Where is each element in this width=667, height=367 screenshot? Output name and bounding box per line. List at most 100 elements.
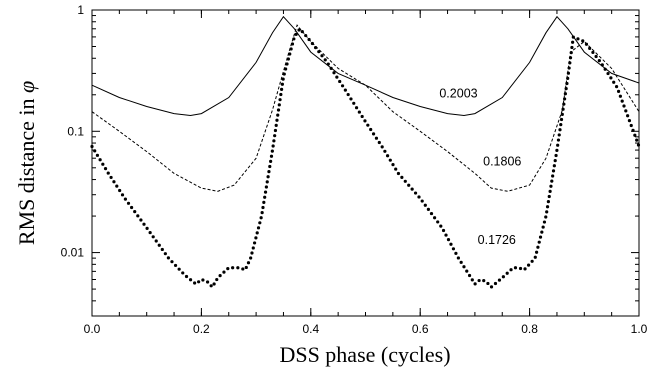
data-point [597, 59, 601, 63]
data-point [570, 45, 574, 50]
data-point [620, 99, 624, 103]
data-point [536, 245, 540, 249]
data-point [118, 188, 122, 193]
data-point [205, 280, 210, 284]
data-point [436, 220, 440, 224]
data-point [256, 226, 261, 230]
y-tick-label: 0.01 [61, 246, 85, 260]
data-point [201, 278, 205, 282]
data-point [383, 149, 387, 153]
data-point [629, 123, 633, 128]
data-point [285, 62, 289, 66]
data-point [558, 128, 562, 132]
series-0.1726 [90, 28, 641, 289]
data-point [120, 193, 125, 197]
data-point [603, 67, 607, 71]
data-point [513, 266, 518, 270]
x-tick-label: 0.8 [521, 322, 538, 336]
data-point [261, 205, 265, 210]
data-point [354, 106, 359, 110]
y-axis-label-symbol: φ [14, 81, 39, 93]
data-point [226, 267, 230, 271]
data-point [340, 84, 345, 88]
data-point [244, 265, 248, 270]
data-point [497, 278, 502, 282]
data-point [130, 205, 134, 210]
data-point [259, 216, 263, 220]
data-point [417, 195, 421, 199]
y-axis-label: RMS distance in φ [14, 81, 39, 245]
data-point [594, 54, 598, 59]
data-point [366, 123, 370, 127]
data-point [273, 128, 278, 133]
data-point [310, 41, 314, 46]
plot-frame [91, 9, 640, 317]
data-point [197, 280, 201, 284]
y-tick-label: 1 [77, 3, 84, 17]
data-point [273, 134, 277, 138]
data-point [209, 284, 213, 288]
data-point [400, 175, 404, 179]
data-point [332, 71, 336, 75]
data-point [106, 171, 110, 175]
data-point [276, 113, 280, 117]
data-point [98, 158, 102, 162]
data-point [335, 75, 339, 79]
data-point [173, 263, 178, 268]
data-point [456, 256, 460, 260]
data-point [148, 230, 152, 235]
data-point [371, 132, 376, 136]
x-tick-label: 0.4 [302, 322, 319, 336]
data-point [561, 107, 565, 111]
data-point [489, 285, 494, 289]
data-point [553, 159, 557, 163]
data-point [446, 238, 451, 242]
data-point [222, 270, 226, 274]
series-label: 0.1806 [483, 155, 521, 169]
data-point [462, 265, 466, 269]
data-point [268, 164, 272, 169]
data-point [556, 138, 561, 142]
x-tick-label: 1.0 [631, 322, 648, 336]
data-point [542, 220, 547, 224]
data-point [157, 243, 161, 247]
data-point [444, 233, 448, 237]
data-point [565, 81, 569, 86]
data-point [263, 190, 268, 194]
data-point [258, 221, 262, 225]
data-point [624, 109, 628, 113]
data-point [477, 278, 481, 283]
data-point [554, 153, 558, 158]
data-point [591, 50, 595, 55]
data-point [281, 77, 285, 81]
data-point [609, 76, 613, 80]
data-point [600, 63, 604, 67]
data-point [571, 35, 575, 39]
series-line-0.1806 [91, 24, 640, 192]
data-point [420, 199, 424, 203]
data-point [429, 211, 434, 216]
data-point [249, 256, 253, 260]
data-point [562, 102, 566, 106]
data-point [407, 183, 411, 187]
data-point [300, 30, 304, 34]
data-point [346, 92, 350, 97]
data-point [294, 32, 298, 36]
x-tick-label: 0.2 [193, 322, 210, 336]
series-layer: 0.2003 0.1806 0.1726 [90, 15, 641, 289]
data-point [403, 179, 407, 183]
data-point [262, 200, 266, 205]
data-point [576, 37, 580, 41]
data-point [329, 66, 333, 70]
data-point [343, 88, 347, 92]
data-point [292, 37, 296, 41]
data-point [410, 187, 414, 191]
series-label: 0.1726 [478, 233, 516, 247]
data-point [541, 225, 545, 229]
data-point [95, 153, 100, 157]
data-point [465, 269, 469, 273]
data-point [568, 61, 572, 65]
data-point [535, 250, 539, 254]
data-point [547, 194, 551, 199]
